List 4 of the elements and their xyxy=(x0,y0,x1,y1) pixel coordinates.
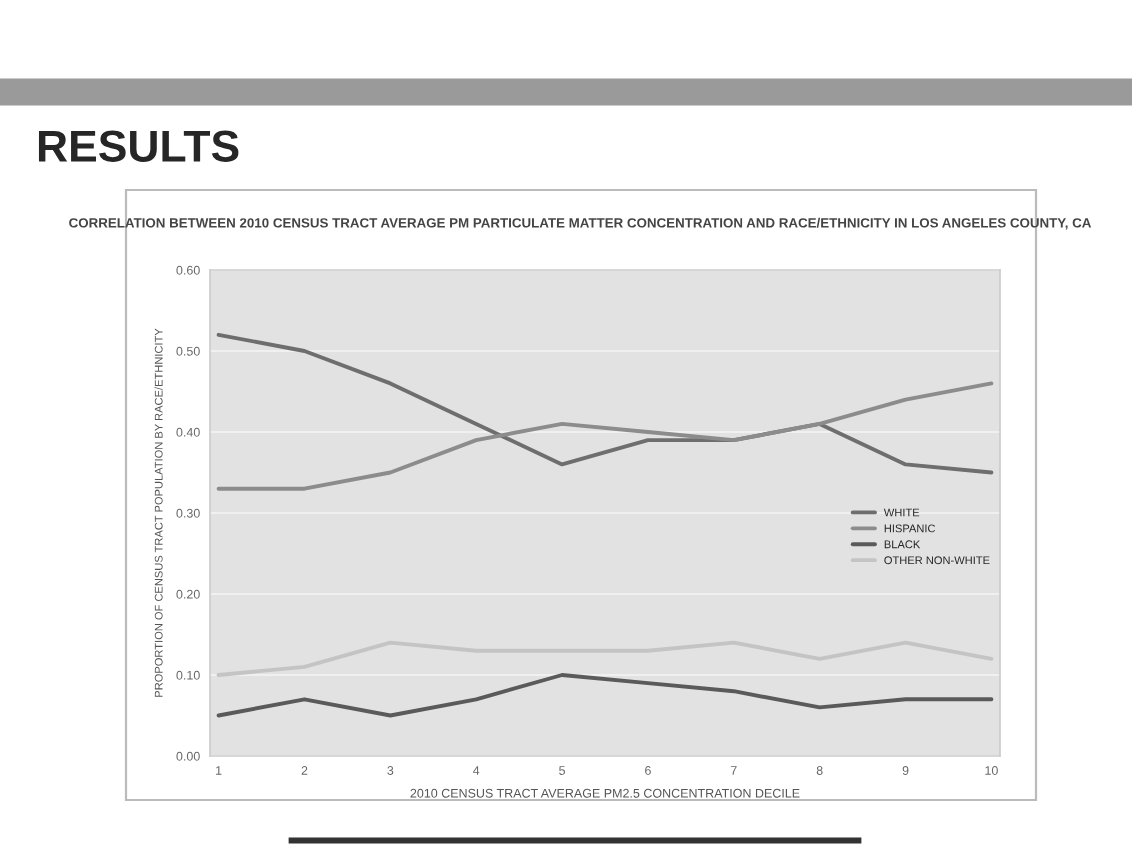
chart-title: RESULTS xyxy=(38,130,239,162)
line-series xyxy=(216,381,994,491)
line-series xyxy=(216,673,994,718)
line-series xyxy=(216,640,994,677)
